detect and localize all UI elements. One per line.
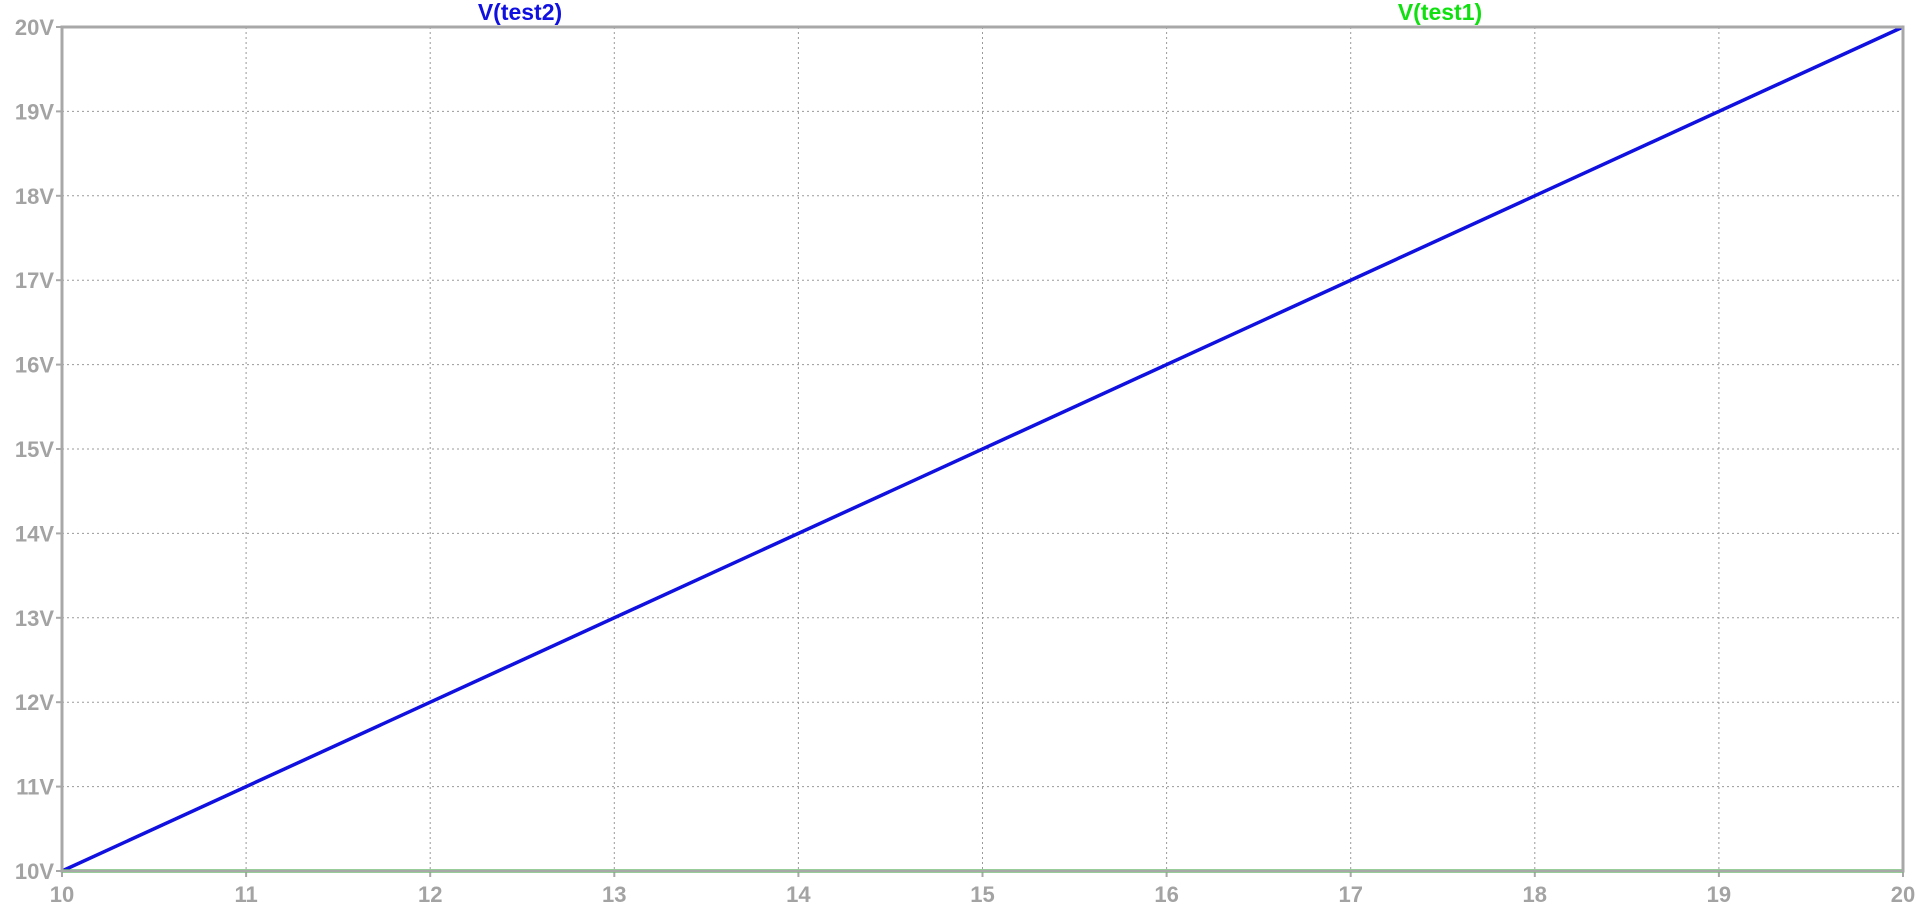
y-tick-label: 17V <box>15 268 54 293</box>
x-tick-label: 13 <box>602 882 626 907</box>
plot-frame <box>60 25 1905 873</box>
y-tick-label: 16V <box>15 353 54 378</box>
y-tick-label: 10V <box>15 859 54 884</box>
x-tick-label: 11 <box>234 882 257 907</box>
legend-label-v-test1: V(test1) <box>1398 0 1482 25</box>
y-tick-label: 12V <box>15 690 54 715</box>
series-line-v-test2 <box>61 25 1904 873</box>
y-tick-labels: 10V 11V 12V 13V 14V 15V 16V 17V 18V 19V 20V <box>15 15 54 884</box>
y-tick-label: 11V <box>16 775 54 800</box>
y-tick-label: 19V <box>15 99 54 124</box>
x-tick-label: 10 <box>50 882 74 907</box>
y-tick-label: 20V <box>15 15 54 40</box>
grid <box>62 27 1903 871</box>
y-tick-label: 15V <box>15 437 54 462</box>
x-tick-label: 16 <box>1154 882 1178 907</box>
x-tick-label: 20 <box>1891 882 1915 907</box>
y-tick-label: 18V <box>15 184 54 209</box>
legend: V(test2) V(test1) <box>478 0 1482 25</box>
x-tick-label: 17 <box>1338 882 1362 907</box>
x-tick-labels: 10 11 12 13 14 15 16 17 18 19 20 <box>50 882 1915 907</box>
x-tick-label: 12 <box>418 882 442 907</box>
y-tick-label: 13V <box>15 606 54 631</box>
x-tick-label: 15 <box>970 882 994 907</box>
legend-label-v-test2: V(test2) <box>478 0 562 25</box>
x-tick-label: 14 <box>786 882 811 907</box>
y-tick-label: 14V <box>15 521 54 546</box>
x-tick-label: 18 <box>1523 882 1547 907</box>
x-tick-label: 19 <box>1707 882 1731 907</box>
